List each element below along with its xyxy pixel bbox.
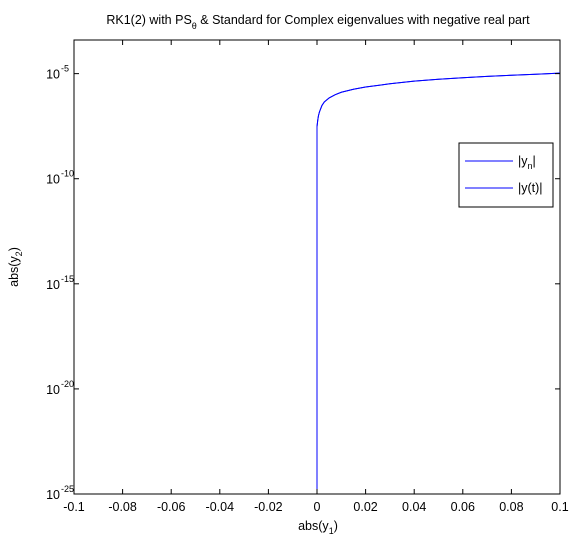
legend-label: |yn|: [518, 154, 536, 171]
x-tick-label: -0.02: [254, 500, 283, 514]
x-tick-label: 0.06: [451, 500, 475, 514]
chart-title-subscript: θ: [192, 21, 197, 31]
y-axis-label: abs(y2): [7, 247, 24, 287]
legend-label-main: |y(t)|: [518, 181, 543, 195]
x-tick-label: 0: [314, 500, 321, 514]
y-axis-label-end: ): [7, 247, 21, 251]
x-tick-label: 0.04: [402, 500, 426, 514]
x-tick-label: -0.06: [157, 500, 186, 514]
legend-label-subscript: n: [528, 161, 533, 171]
chart-title-main: RK1(2) with PS: [106, 13, 191, 27]
y-tick-label-exponent: -25: [61, 484, 74, 494]
y-tick-label: 10: [46, 278, 60, 292]
y-tick-label-exponent: -10: [61, 169, 74, 179]
series-layer: [316, 72, 561, 494]
series-line-2: [316, 72, 561, 494]
y-tick-label-exponent: -15: [61, 274, 74, 284]
x-tick-label: -0.08: [108, 500, 137, 514]
chart-title: RK1(2) with PSθ & Standard for Complex e…: [106, 13, 530, 31]
chart-title-rest: & Standard for Complex eigenvalues with …: [197, 13, 530, 27]
legend-label: |y(t)|: [518, 181, 543, 195]
x-tick-label: 0.1: [551, 500, 568, 514]
legend-box: [458, 142, 554, 208]
x-axis-label-end: ): [334, 519, 338, 533]
x-axis-label: abs(y1): [298, 519, 338, 536]
x-tick-label: -0.04: [206, 500, 235, 514]
y-axis-label-main: abs(y: [7, 256, 21, 287]
y-tick-label: 10: [46, 383, 60, 397]
y-tick-label-exponent: -5: [61, 64, 69, 74]
y-axis-label-subscript: 2: [14, 251, 24, 256]
x-tick-label: -0.1: [63, 500, 85, 514]
x-axis-ticks: -0.1 -0.08 -0.06 -0.04 -0.02 0 0.02 0.04 0.06 0.0…: [63, 40, 569, 514]
y-tick-label-exponent: -20: [61, 379, 74, 389]
legend-label-main: |y: [518, 154, 528, 168]
legend-label-end: |: [533, 154, 536, 168]
x-axis-label-main: abs(y: [298, 519, 329, 533]
x-tick-label: 0.02: [353, 500, 377, 514]
y-tick-label: 10: [46, 68, 60, 82]
y-tick-label: 10: [46, 173, 60, 187]
x-axis-label-subscript: 1: [329, 526, 334, 536]
y-tick-label: 10: [46, 488, 60, 502]
legend: |yn| |y(t)|: [458, 142, 554, 208]
x-tick-label: 0.08: [499, 500, 523, 514]
